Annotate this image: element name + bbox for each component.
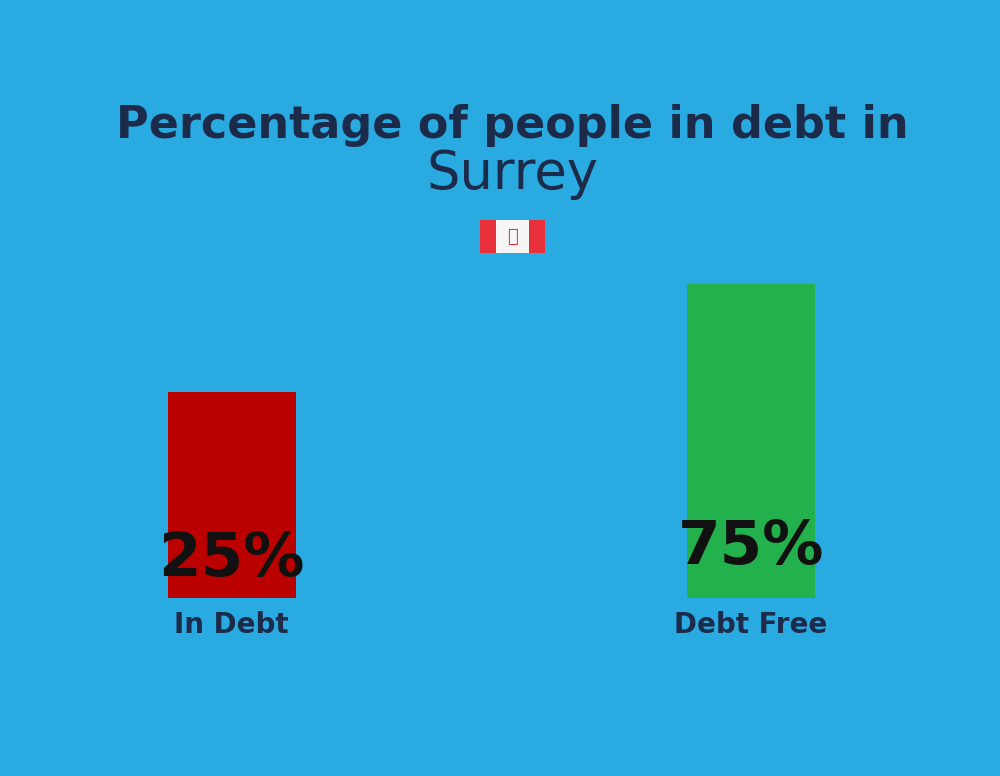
Text: In Debt: In Debt (174, 611, 289, 639)
FancyBboxPatch shape (480, 220, 496, 253)
FancyBboxPatch shape (168, 392, 296, 598)
FancyBboxPatch shape (687, 284, 815, 598)
Text: 75%: 75% (678, 518, 824, 577)
Text: 25%: 25% (158, 530, 305, 589)
Text: 🍁: 🍁 (507, 227, 518, 245)
Text: Surrey: Surrey (426, 147, 598, 199)
Text: Debt Free: Debt Free (674, 611, 827, 639)
FancyBboxPatch shape (480, 220, 545, 253)
FancyBboxPatch shape (529, 220, 545, 253)
Text: Percentage of people in debt in: Percentage of people in debt in (116, 105, 909, 147)
